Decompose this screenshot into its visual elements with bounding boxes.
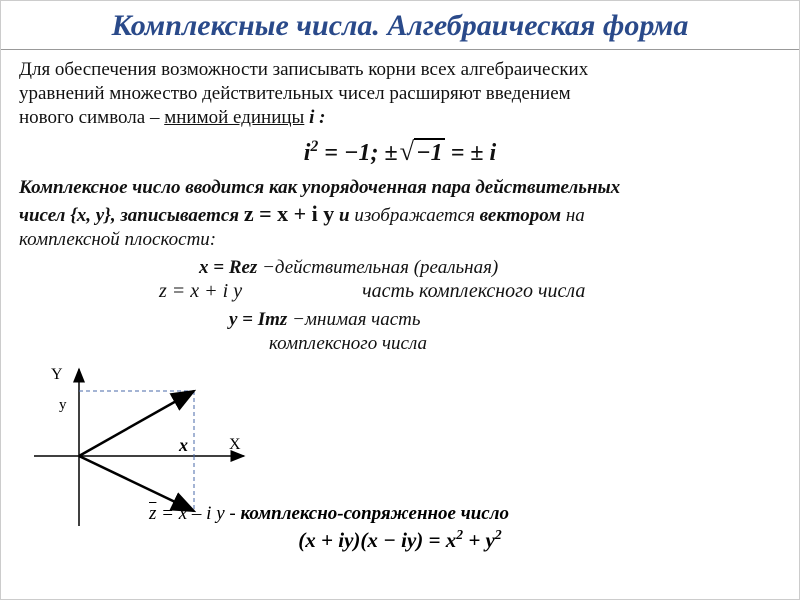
eq1-rhs: = ± i (445, 140, 497, 166)
equation-i-squared: i2 = −1; ±√−1 = ± i (19, 135, 781, 168)
definition-text: Комплексное число вводится как упорядоче… (19, 176, 781, 251)
intro-underlined: мнимой единицы (164, 107, 304, 128)
def-t1: Комплексное число вводится как упорядоче… (19, 177, 620, 198)
im-txt: мнимая часть (305, 309, 421, 330)
conj-eq: = x – i y - (156, 503, 240, 524)
intro-text: Для обеспечения возможности записывать к… (19, 58, 781, 129)
def-t3: комплексной плоскости: (19, 229, 216, 250)
product-formula: (x + iy)(x − iy) = x2 + y2 (19, 527, 781, 553)
X-axis-label: X (229, 436, 241, 453)
im-txt2: комплексного числа (269, 333, 427, 354)
imag-part-row: y = Imz −мнимая часть (229, 308, 781, 332)
re-eq: x = Rez (199, 257, 257, 278)
intro-line3b: i : (304, 107, 325, 128)
vector-z (79, 391, 194, 456)
z-formula-row: z = x + i y часть комплексного числа (159, 279, 781, 304)
conj-label: комплексно-сопряженное число (240, 503, 509, 524)
content-area: Для обеспечения возможности записывать к… (1, 50, 799, 356)
z-formula: z = x + i y (159, 280, 242, 302)
conjugate-row: z = x – i y - комплексно-сопряженное чис… (149, 503, 781, 525)
prod-sq2: 2 (495, 527, 502, 542)
imag-part-row2: комплексного числа (269, 332, 781, 356)
bottom-equations: z = x – i y - комплексно-сопряженное чис… (1, 501, 799, 553)
intro-line3a: нового символа – (19, 107, 164, 128)
slide: Комплексные числа. Алгебраическая форма … (0, 0, 800, 600)
prod-plus: + y (463, 528, 495, 552)
y-tick-label: y (59, 397, 67, 413)
x-tick-label: x (178, 435, 188, 455)
intro-line2: уравнений множество действительных чисел… (19, 83, 571, 104)
def-t2f: на (566, 205, 585, 226)
re-txt2: часть комплексного числа (362, 280, 585, 302)
def-t2d: изображается (354, 205, 479, 226)
prod-lhs: (x + iy)(x − iy) = x (298, 528, 456, 552)
def-t2e: вектором (480, 205, 566, 226)
im-dash: − (287, 309, 305, 330)
re-dash: − (257, 257, 275, 278)
eq1-radicand: −1 (414, 138, 445, 166)
def-t2c: и (334, 205, 354, 226)
Y-axis-label: Y (51, 366, 63, 383)
intro-line1: Для обеспечения возможности записывать к… (19, 59, 588, 80)
eq1-mid: = −1; ± (318, 140, 397, 166)
def-pair: {x, y} (70, 205, 111, 226)
re-txt: действительная (реальная) (275, 257, 498, 278)
im-eq: y = Imz (229, 309, 287, 330)
slide-title: Комплексные числа. Алгебраическая форма (1, 1, 799, 50)
def-formula: z = x + i y (244, 201, 334, 226)
def-t2a: чисел (19, 205, 70, 226)
def-t2b: , записывается (111, 205, 244, 226)
real-part-row: x = Rez −действительная (реальная) (199, 256, 781, 280)
sqrt-icon: √−1 (398, 135, 445, 168)
